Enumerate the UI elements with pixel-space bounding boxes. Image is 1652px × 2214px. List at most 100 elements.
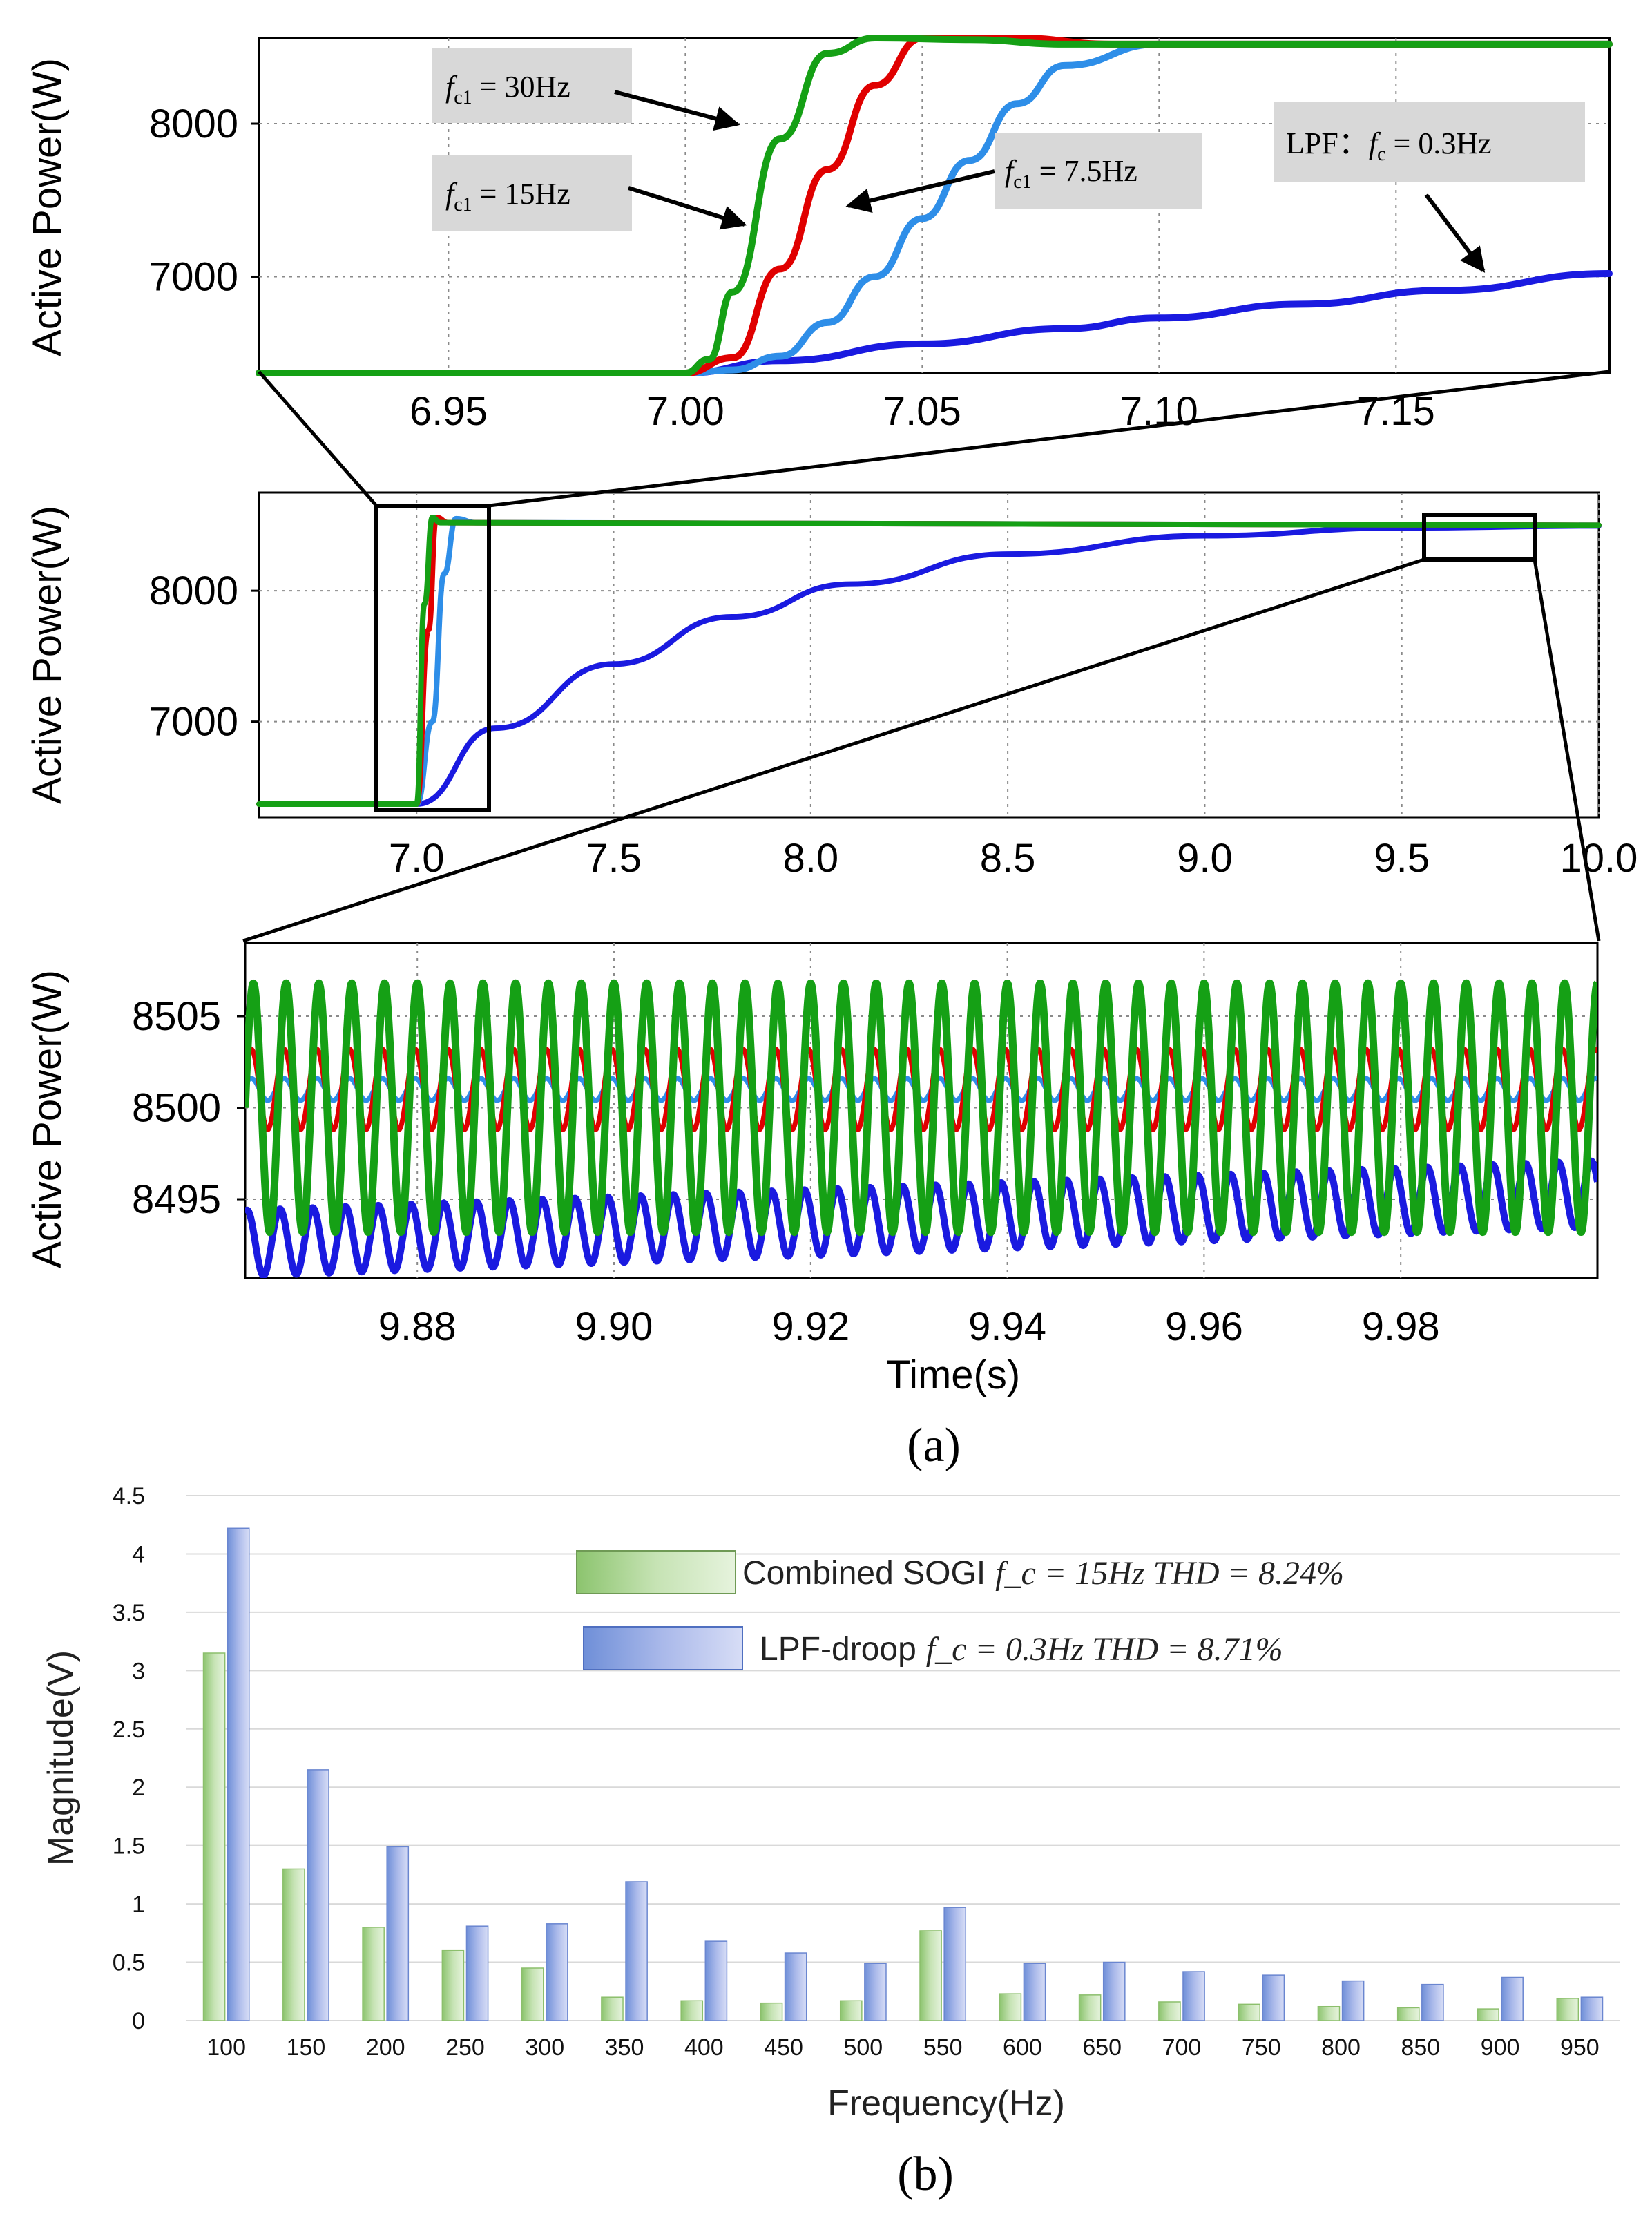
bar-combined-sogi-200 xyxy=(362,1927,385,2021)
caption-a: (a) xyxy=(907,1419,961,1472)
bar-lpf-droop-600 xyxy=(1023,1963,1046,2021)
series-lpf-fc-0-3hz xyxy=(256,523,1602,808)
y-tick-label: 8505 xyxy=(132,994,221,1039)
x-tick-label: 700 xyxy=(1162,2034,1202,2061)
x-tick-label: 600 xyxy=(1003,2034,1042,2061)
zoom-box-step xyxy=(374,504,491,812)
x-tick-label: 750 xyxy=(1242,2034,1281,2061)
bar-combined-sogi-250 xyxy=(441,1949,465,2021)
y-axis-label-4: Magnitude(V) xyxy=(41,1650,81,1866)
x-tick-label: 300 xyxy=(525,2034,564,2061)
y-axis-label-2: Active Power(W) xyxy=(25,506,70,804)
y-axis-label-3: Active Power(W) xyxy=(25,970,70,1268)
bar-lpf-droop-100 xyxy=(227,1527,250,2021)
bar-lpf-droop-500 xyxy=(864,1963,887,2021)
bar-combined-sogi-900 xyxy=(1477,2008,1499,2021)
x-tick-label: 250 xyxy=(445,2034,485,2061)
bar-lpf-droop-250 xyxy=(465,1925,489,2021)
bar-combined-sogi-850 xyxy=(1396,2007,1420,2021)
x-tick-label: 400 xyxy=(684,2034,724,2061)
x-tick-label: 100 xyxy=(206,2034,246,2061)
y-tick-label: 2 xyxy=(132,1775,145,1801)
bar-combined-sogi-750 xyxy=(1238,2003,1260,2021)
x-tick-label: 7.0 xyxy=(389,836,445,881)
y-tick-label: 2.5 xyxy=(113,1717,145,1743)
y-tick-label: 8500 xyxy=(132,1086,221,1131)
x-tick-label: 650 xyxy=(1082,2034,1122,2061)
chart-harmonics: 100 150 200 250 300 350 400 450 500 550 600 650 700 7… xyxy=(41,1483,1620,2124)
x-tick-label: 9.5 xyxy=(1374,836,1430,881)
bar-combined-sogi-550 xyxy=(919,1930,942,2021)
legend-label-lpf: LPF-droop f_c = 0.3Hz THD = 8.71% xyxy=(760,1631,1283,1668)
bar-lpf-droop-650 xyxy=(1102,1961,1126,2021)
bar-combined-sogi-950 xyxy=(1556,1998,1579,2021)
annotation-lpf: LPF：fc = 0.3Hz xyxy=(1274,102,1585,273)
x-axis-label-3: Time(s) xyxy=(886,1353,1020,1397)
x-tick-label: 7.5 xyxy=(586,836,642,881)
legend-swatch-sogi xyxy=(576,1550,736,1594)
bar-combined-sogi-450 xyxy=(760,2002,783,2021)
x-tick-label: 6.95 xyxy=(410,389,488,434)
x-tick-label: 9.90 xyxy=(575,1304,653,1349)
plot-frame-2 xyxy=(258,491,1600,819)
annotation-fc1-30: fc1 = 30Hz xyxy=(432,48,740,131)
x-tick-label: 150 xyxy=(287,2034,326,2061)
x-tick-label: 550 xyxy=(923,2034,963,2061)
svg-text:fc1 = 7.5Hz: fc1 = 7.5Hz xyxy=(1005,154,1137,193)
y-tick-label: 3 xyxy=(132,1658,145,1684)
series-fc1-30hz xyxy=(256,34,1613,377)
svg-text:fc1 = 30Hz: fc1 = 30Hz xyxy=(445,70,570,108)
x-tick-label: 500 xyxy=(843,2034,883,2061)
x-tick-label: 800 xyxy=(1321,2034,1361,2061)
x-tick-label: 7.05 xyxy=(883,389,961,434)
bar-combined-sogi-700 xyxy=(1158,2001,1181,2021)
x-axis-label-4: Frequency(Hz) xyxy=(827,2083,1065,2124)
x-tick-label: 850 xyxy=(1401,2034,1440,2061)
x-tick-label: 9.96 xyxy=(1165,1304,1243,1349)
svg-text:fc1 = 15Hz: fc1 = 15Hz xyxy=(445,177,570,216)
bar-lpf-droop-800 xyxy=(1341,1980,1365,2021)
x-tick-label: 10.0 xyxy=(1560,836,1638,881)
svg-text:LPF：fc = 0.3Hz: LPF：fc = 0.3Hz xyxy=(1286,126,1492,165)
y-axis-label-1: Active Power(W) xyxy=(25,58,70,356)
y-tick-label: 0 xyxy=(132,2008,145,2034)
series-fc1-30hz xyxy=(245,979,1597,1237)
chart-zoom-steady: 9.88 9.90 9.92 9.94 9.96 9.98 8495 8500 8505 Ac… xyxy=(25,942,1599,1397)
bar-lpf-droop-150 xyxy=(307,1769,329,2021)
bar-combined-sogi-800 xyxy=(1317,2005,1341,2021)
bar-combined-sogi-650 xyxy=(1078,1994,1102,2021)
y-tick-label: 1.5 xyxy=(113,1833,145,1860)
x-tick-label: 9.0 xyxy=(1177,836,1233,881)
x-tick-label: 950 xyxy=(1560,2034,1600,2061)
y-tick-label: 7000 xyxy=(149,254,238,299)
bar-combined-sogi-400 xyxy=(680,2000,704,2021)
bar-lpf-droop-350 xyxy=(625,1881,648,2021)
zoom-box-steady xyxy=(1422,513,1537,562)
x-tick-label: 9.92 xyxy=(771,1304,849,1349)
y-tick-label: 8000 xyxy=(149,569,238,613)
x-tick-label: 9.88 xyxy=(378,1304,457,1349)
chart-overview: 7.0 7.5 8.0 8.5 9.0 9.5 10.0 7000 8000 Active P… xyxy=(25,491,1638,881)
y-tick-label: 8000 xyxy=(149,102,238,146)
bar-lpf-droop-400 xyxy=(704,1940,728,2021)
legend-label-sogi: Combined SOGI f_c = 15Hz THD = 8.24% xyxy=(742,1555,1344,1592)
bar-lpf-droop-200 xyxy=(386,1846,410,2021)
bar-lpf-droop-700 xyxy=(1182,1971,1205,2021)
bar-combined-sogi-300 xyxy=(521,1967,544,2021)
x-tick-label: 200 xyxy=(366,2034,405,2061)
y-tick-label: 8495 xyxy=(132,1177,221,1222)
y-tick-label: 3.5 xyxy=(113,1600,145,1626)
bar-lpf-droop-450 xyxy=(784,1952,807,2021)
x-tick-label: 9.94 xyxy=(968,1304,1046,1349)
annotation-fc1-15: fc1 = 15Hz xyxy=(432,155,747,231)
y-tick-label: 1 xyxy=(132,1891,145,1918)
y-tick-label: 7000 xyxy=(149,700,238,745)
bar-lpf-droop-300 xyxy=(546,1923,568,2021)
x-tick-label: 900 xyxy=(1481,2034,1520,2061)
bar-lpf-droop-950 xyxy=(1580,1996,1604,2021)
bar-lpf-droop-900 xyxy=(1501,1976,1524,2021)
y-tick-label: 0.5 xyxy=(113,1950,145,1976)
y-tick-label: 4 xyxy=(132,1541,145,1567)
x-tick-label: 8.5 xyxy=(980,836,1036,881)
